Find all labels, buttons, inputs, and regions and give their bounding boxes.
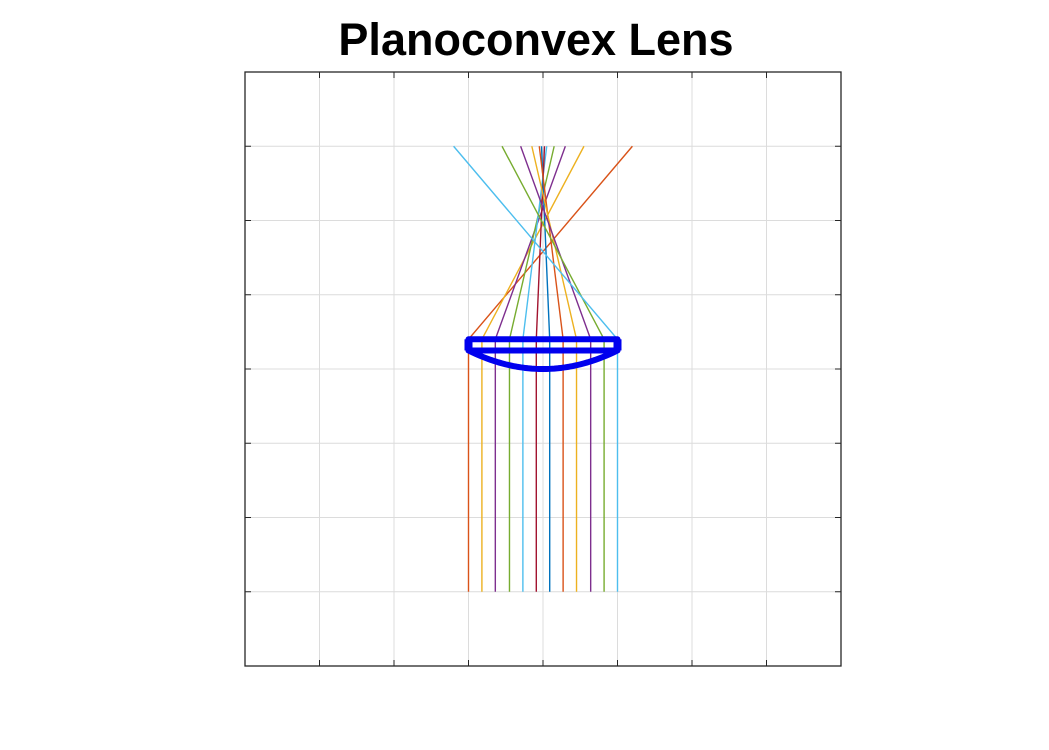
light-ray — [535, 146, 546, 592]
ticks — [245, 72, 841, 666]
light-ray — [540, 146, 551, 592]
light-ray — [538, 146, 564, 592]
lens — [464, 336, 622, 372]
lens-outline — [465, 336, 621, 372]
figure-title: Planoconvex Lens — [338, 14, 734, 65]
